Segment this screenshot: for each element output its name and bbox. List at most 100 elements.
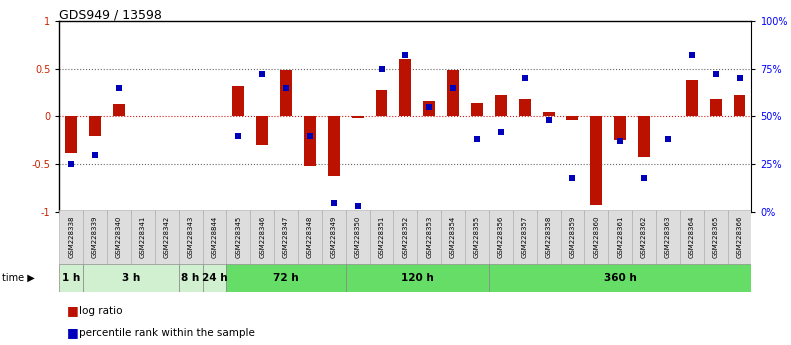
Bar bbox=[679, 210, 704, 264]
Bar bbox=[656, 210, 679, 264]
Bar bbox=[513, 210, 536, 264]
Bar bbox=[131, 210, 155, 264]
Bar bbox=[59, 264, 83, 292]
Bar bbox=[585, 210, 608, 264]
Bar bbox=[686, 80, 698, 117]
Text: GSM228349: GSM228349 bbox=[331, 216, 337, 258]
Bar bbox=[489, 264, 751, 292]
Text: GSM228350: GSM228350 bbox=[354, 216, 361, 258]
Text: GSM228343: GSM228343 bbox=[187, 216, 194, 258]
Text: GSM228363: GSM228363 bbox=[665, 216, 671, 258]
Bar bbox=[107, 210, 131, 264]
Bar bbox=[393, 210, 418, 264]
Text: GSM228844: GSM228844 bbox=[211, 216, 218, 258]
Bar bbox=[327, 117, 340, 176]
Text: GSM228362: GSM228362 bbox=[641, 216, 647, 258]
Bar bbox=[590, 117, 602, 206]
Bar bbox=[369, 210, 393, 264]
Bar bbox=[418, 210, 441, 264]
Text: percentile rank within the sample: percentile rank within the sample bbox=[79, 328, 255, 338]
Bar bbox=[304, 117, 316, 166]
Text: log ratio: log ratio bbox=[79, 306, 123, 315]
Bar bbox=[447, 70, 459, 117]
Bar bbox=[83, 264, 179, 292]
Bar bbox=[280, 70, 292, 117]
Text: GSM228352: GSM228352 bbox=[403, 216, 408, 258]
Text: GSM228341: GSM228341 bbox=[140, 216, 146, 258]
Text: GDS949 / 13598: GDS949 / 13598 bbox=[59, 9, 162, 22]
Bar bbox=[495, 95, 507, 117]
Text: GSM228348: GSM228348 bbox=[307, 216, 313, 258]
Bar bbox=[561, 210, 585, 264]
Bar bbox=[250, 210, 274, 264]
Text: GSM228342: GSM228342 bbox=[164, 216, 170, 258]
Text: GSM228358: GSM228358 bbox=[546, 216, 551, 258]
Bar bbox=[346, 264, 489, 292]
Text: GSM228340: GSM228340 bbox=[116, 216, 122, 258]
Bar bbox=[441, 210, 465, 264]
Text: GSM228357: GSM228357 bbox=[522, 216, 528, 258]
Bar bbox=[638, 117, 650, 157]
Bar bbox=[728, 210, 751, 264]
Bar bbox=[632, 210, 656, 264]
Bar bbox=[566, 117, 578, 120]
Bar bbox=[608, 210, 632, 264]
Bar bbox=[233, 86, 244, 117]
Text: ■: ■ bbox=[67, 304, 79, 317]
Bar bbox=[89, 117, 101, 136]
Bar bbox=[346, 210, 369, 264]
Bar bbox=[83, 210, 107, 264]
Bar bbox=[536, 210, 561, 264]
Bar bbox=[710, 99, 721, 117]
Text: GSM228355: GSM228355 bbox=[474, 216, 480, 258]
Bar bbox=[274, 210, 298, 264]
Text: GSM228338: GSM228338 bbox=[68, 216, 74, 258]
Text: GSM228353: GSM228353 bbox=[426, 216, 432, 258]
Text: 72 h: 72 h bbox=[273, 273, 299, 283]
Text: GSM228361: GSM228361 bbox=[617, 216, 623, 258]
Text: GSM228364: GSM228364 bbox=[689, 216, 694, 258]
Text: time ▶: time ▶ bbox=[2, 273, 35, 283]
Bar bbox=[256, 117, 268, 145]
Bar bbox=[113, 104, 125, 117]
Text: GSM228339: GSM228339 bbox=[92, 216, 98, 258]
Bar bbox=[322, 210, 346, 264]
Bar bbox=[352, 117, 364, 118]
Text: GSM228360: GSM228360 bbox=[593, 216, 600, 258]
Text: GSM228356: GSM228356 bbox=[498, 216, 504, 258]
Bar bbox=[471, 103, 483, 117]
Bar bbox=[399, 59, 411, 117]
Text: 24 h: 24 h bbox=[202, 273, 227, 283]
Bar bbox=[202, 210, 226, 264]
Bar bbox=[519, 99, 531, 117]
Bar bbox=[376, 90, 388, 117]
Text: GSM228351: GSM228351 bbox=[379, 216, 384, 258]
Text: ■: ■ bbox=[67, 326, 79, 339]
Text: 3 h: 3 h bbox=[122, 273, 140, 283]
Bar bbox=[615, 117, 626, 140]
Bar bbox=[179, 264, 202, 292]
Text: GSM228365: GSM228365 bbox=[713, 216, 719, 258]
Text: GSM228347: GSM228347 bbox=[283, 216, 289, 258]
Bar bbox=[66, 117, 78, 153]
Text: 8 h: 8 h bbox=[181, 273, 199, 283]
Bar bbox=[155, 210, 179, 264]
Bar bbox=[543, 112, 554, 117]
Bar bbox=[489, 210, 513, 264]
Text: GSM228354: GSM228354 bbox=[450, 216, 456, 258]
Text: GSM228346: GSM228346 bbox=[259, 216, 265, 258]
Text: 120 h: 120 h bbox=[401, 273, 433, 283]
Bar bbox=[298, 210, 322, 264]
Bar bbox=[423, 101, 435, 117]
Text: 360 h: 360 h bbox=[604, 273, 637, 283]
Bar bbox=[733, 95, 745, 117]
Bar bbox=[59, 210, 83, 264]
Text: 1 h: 1 h bbox=[62, 273, 81, 283]
Bar bbox=[179, 210, 202, 264]
Text: GSM228359: GSM228359 bbox=[570, 216, 575, 258]
Bar bbox=[465, 210, 489, 264]
Bar bbox=[202, 264, 226, 292]
Bar bbox=[226, 264, 346, 292]
Bar bbox=[704, 210, 728, 264]
Text: GSM228366: GSM228366 bbox=[736, 216, 743, 258]
